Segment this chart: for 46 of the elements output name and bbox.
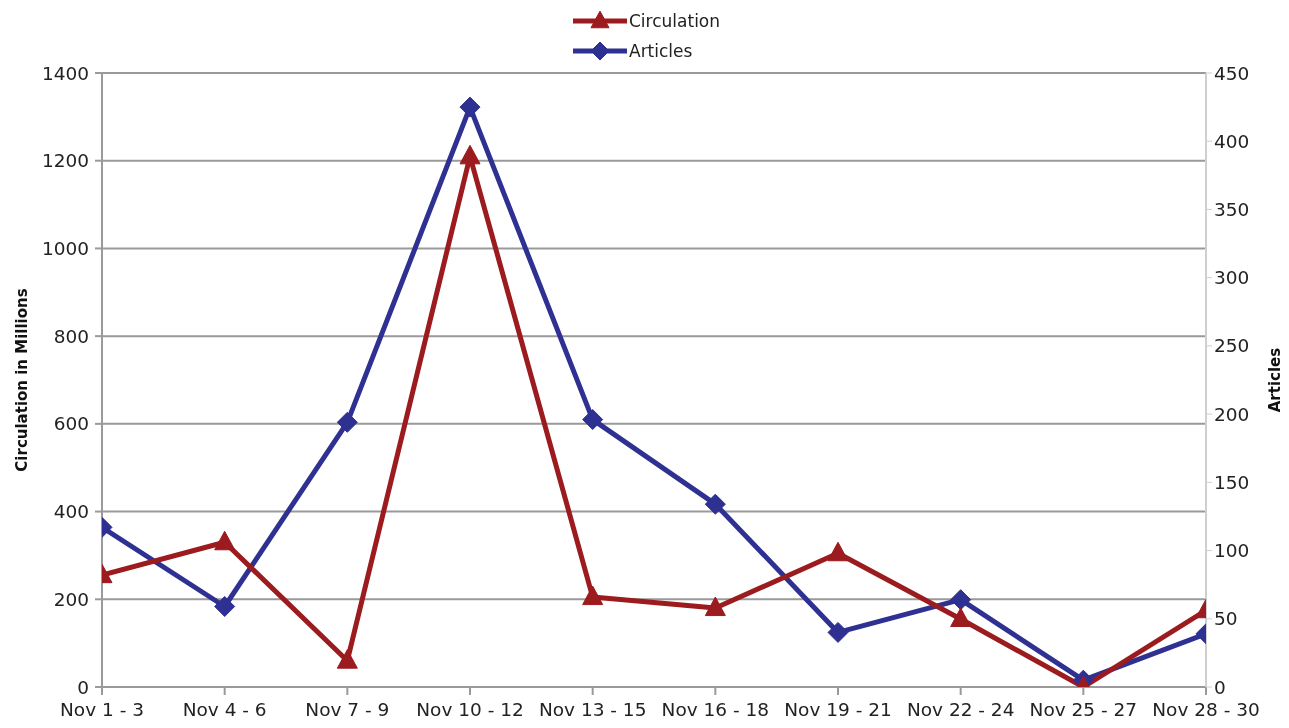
x-tick-label: Nov 22 - 24: [906, 699, 1015, 721]
point: [950, 607, 972, 628]
point: [214, 596, 236, 617]
point: [704, 596, 726, 617]
point: [459, 96, 481, 118]
y-tick-label: 800: [53, 325, 89, 347]
point: [827, 541, 849, 562]
legend-label: Articles: [629, 41, 693, 61]
y2-tick-label: 50: [1214, 608, 1238, 630]
point: [704, 493, 726, 515]
x-tick-label: Nov 16 - 18: [661, 699, 770, 721]
legend-label: Circulation: [629, 11, 721, 31]
x-tick-label: Nov 13 - 15: [538, 699, 647, 721]
y-tick-label: 1400: [41, 62, 89, 84]
point: [950, 589, 972, 611]
y2-tick-label: 350: [1214, 199, 1250, 221]
y2-tick-label: 150: [1214, 471, 1250, 493]
x-tick-label: Nov 28 - 30: [1152, 699, 1260, 721]
x-tick-label: Nov 7 - 9: [305, 699, 390, 721]
y-axis-title: Circulation in Millions: [13, 288, 31, 472]
y-tick-label: 1000: [41, 238, 89, 259]
point: [582, 585, 604, 606]
y2-tick-label: 100: [1214, 540, 1250, 562]
point: [336, 411, 358, 433]
point: [214, 530, 236, 551]
y2-tick-label: 300: [1214, 267, 1250, 289]
y-tick-label: 200: [53, 588, 89, 610]
y2-tick-label: 250: [1214, 335, 1250, 357]
x-tick-label: Nov 19 - 21: [784, 699, 892, 721]
point: [582, 409, 604, 431]
y-tick-label: 400: [53, 501, 89, 523]
x-tick-label: Nov 4 - 6: [182, 699, 267, 721]
x-tick-label: Nov 1 - 3: [60, 699, 144, 721]
y-tick-label: 0: [77, 676, 89, 698]
y2-tick-label: 0: [1214, 676, 1226, 698]
x-tick-label: Nov 25 - 27: [1029, 699, 1138, 721]
y2-axis-title: Articles: [1266, 347, 1284, 413]
point: [827, 621, 849, 643]
y2-tick-label: 450: [1214, 62, 1250, 84]
y2-tick-label: 400: [1214, 130, 1250, 152]
y2-tick-label: 200: [1214, 403, 1250, 425]
point: [336, 649, 358, 669]
y-tick-label: 1200: [41, 150, 89, 172]
x-tick-label: Nov 10 - 12: [416, 699, 524, 721]
y-tick-label: 600: [53, 413, 89, 435]
point: [459, 144, 481, 165]
